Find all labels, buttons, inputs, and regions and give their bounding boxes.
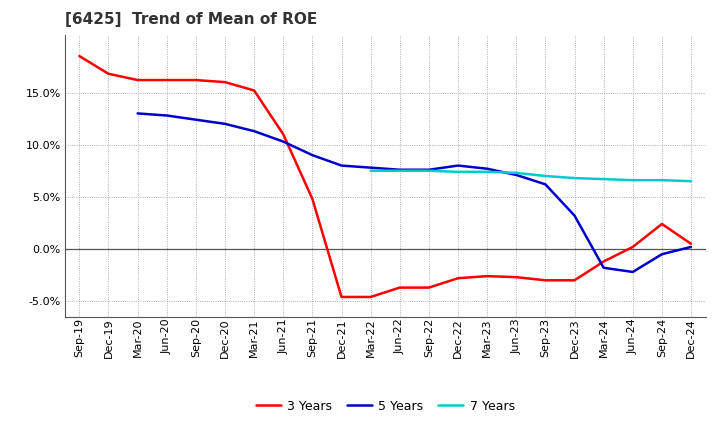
3 Years [337,294,346,300]
3 Years [483,274,492,279]
5 Years [192,117,200,122]
7 Years [425,168,433,173]
7 Years [657,177,666,183]
3 Years [250,88,258,93]
3 Years [512,275,521,280]
7 Years [570,176,579,181]
Text: [6425]  Trend of Mean of ROE: [6425] Trend of Mean of ROE [65,12,317,27]
3 Years [279,132,287,137]
5 Years [220,121,229,126]
3 Years [629,244,637,249]
Line: 7 Years: 7 Years [371,171,691,181]
3 Years [75,53,84,59]
5 Years [425,167,433,172]
Line: 5 Years: 5 Years [138,114,691,272]
3 Years [687,241,696,246]
5 Years [250,128,258,134]
7 Years [629,177,637,183]
3 Years [541,278,550,283]
3 Years [192,77,200,83]
7 Years [512,170,521,176]
5 Years [541,182,550,187]
5 Years [395,167,404,172]
5 Years [629,269,637,275]
5 Years [657,252,666,257]
7 Years [366,168,375,173]
3 Years [599,259,608,264]
3 Years [104,71,113,77]
5 Years [279,139,287,144]
7 Years [687,179,696,184]
3 Years [308,196,317,202]
3 Years [163,77,171,83]
5 Years [599,265,608,271]
Legend: 3 Years, 5 Years, 7 Years: 3 Years, 5 Years, 7 Years [251,395,520,418]
7 Years [483,169,492,175]
3 Years [133,77,142,83]
7 Years [541,173,550,179]
3 Years [425,285,433,290]
5 Years [163,113,171,118]
3 Years [220,80,229,85]
5 Years [570,213,579,218]
3 Years [395,285,404,290]
3 Years [657,221,666,227]
7 Years [454,169,462,175]
7 Years [395,168,404,173]
5 Years [512,172,521,178]
5 Years [337,163,346,168]
3 Years [454,275,462,281]
5 Years [308,153,317,158]
5 Years [687,244,696,249]
5 Years [133,111,142,116]
7 Years [599,176,608,182]
5 Years [454,163,462,168]
Line: 3 Years: 3 Years [79,56,691,297]
5 Years [366,165,375,170]
3 Years [570,278,579,283]
3 Years [366,294,375,300]
5 Years [483,166,492,171]
